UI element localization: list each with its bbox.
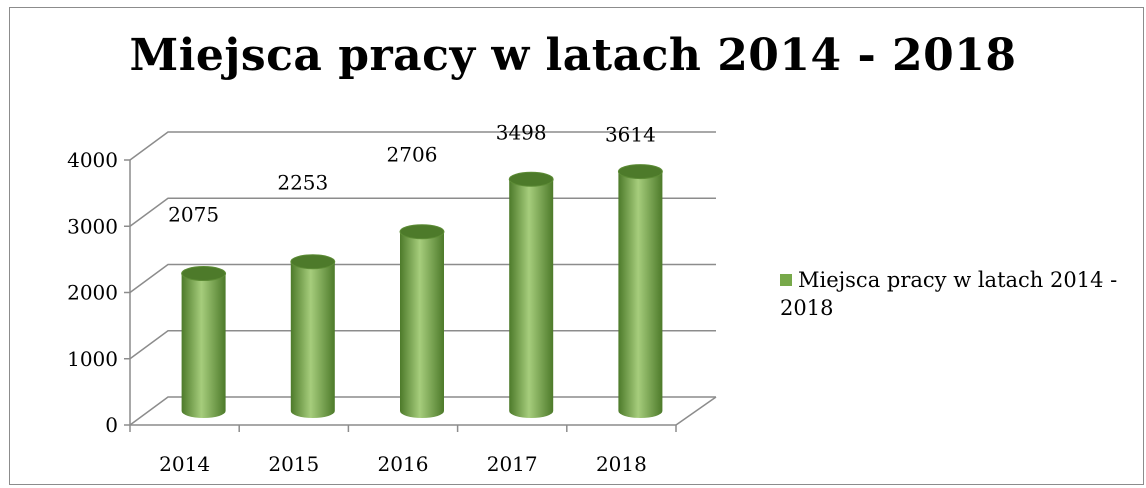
data-label: 3614 bbox=[605, 123, 656, 147]
data-label: 3498 bbox=[496, 120, 547, 144]
y-tick-label: 4000 bbox=[67, 148, 118, 172]
x-tick-label: 2016 bbox=[378, 452, 429, 476]
legend-entry: Miejsca pracy w latach 2014 - bbox=[780, 266, 1140, 294]
data-label: 2253 bbox=[277, 171, 328, 195]
bar-top bbox=[181, 266, 227, 282]
y-tick-label: 0 bbox=[105, 413, 118, 437]
data-label: 2075 bbox=[168, 203, 219, 227]
chart-title: Miejsca pracy w latach 2014 - 2018 bbox=[129, 30, 1017, 81]
bar-top bbox=[617, 164, 663, 180]
bar bbox=[508, 171, 554, 418]
bar-body bbox=[618, 171, 663, 418]
y-tick-label: 1000 bbox=[67, 347, 118, 371]
bar-body bbox=[181, 273, 226, 418]
legend-label-line1: Miejsca pracy w latach 2014 - bbox=[798, 268, 1118, 292]
y-tick-label: 3000 bbox=[67, 214, 118, 238]
bar-top bbox=[399, 224, 445, 240]
bar-body bbox=[509, 179, 554, 418]
legend-swatch bbox=[780, 274, 792, 286]
bar-body bbox=[290, 261, 335, 418]
x-tick-label: 2015 bbox=[268, 452, 319, 476]
bar-top bbox=[508, 171, 554, 187]
x-tick-label: 2014 bbox=[159, 452, 210, 476]
legend: Miejsca pracy w latach 2014 - 2018 bbox=[780, 266, 1140, 322]
floor-side-edge bbox=[675, 396, 717, 426]
x-tick-label: 2017 bbox=[487, 452, 538, 476]
bar bbox=[617, 164, 663, 418]
bar-top bbox=[290, 254, 336, 270]
gridline bbox=[129, 131, 716, 161]
bar-body bbox=[400, 231, 444, 418]
data-label: 2706 bbox=[387, 143, 438, 167]
y-tick-label: 2000 bbox=[67, 281, 118, 305]
x-tick-label: 2018 bbox=[596, 452, 647, 476]
bar bbox=[399, 224, 445, 418]
legend-label-line2: 2018 bbox=[780, 296, 834, 320]
bar bbox=[181, 266, 227, 418]
bar bbox=[290, 254, 336, 418]
